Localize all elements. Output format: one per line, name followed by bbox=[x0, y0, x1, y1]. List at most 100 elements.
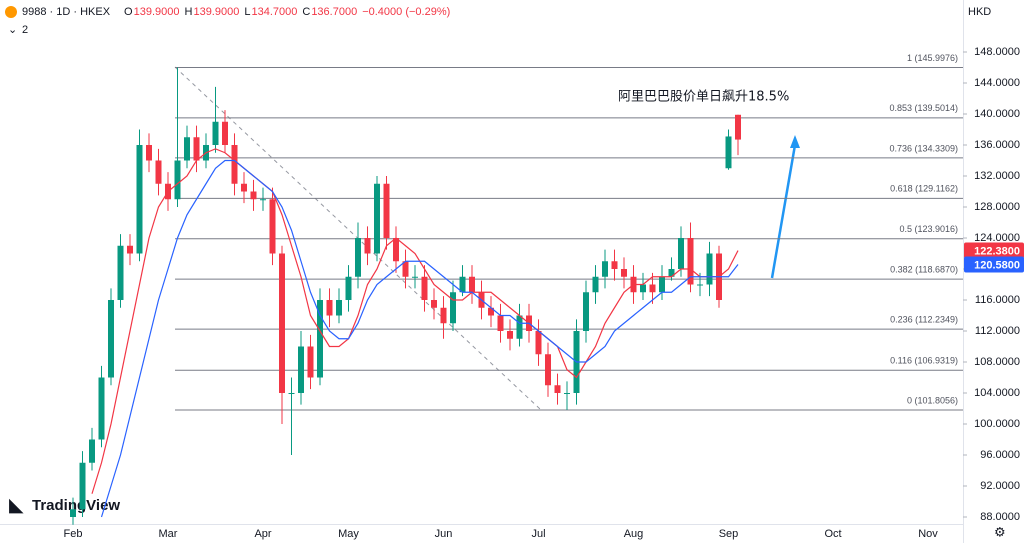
y-tick-label: 96.0000 bbox=[980, 449, 1020, 461]
candle-body bbox=[621, 269, 627, 277]
candle-body bbox=[497, 315, 504, 331]
y-tick-label: 136.0000 bbox=[974, 139, 1020, 151]
change: −0.4000 (−0.29%) bbox=[362, 6, 450, 18]
candle-body bbox=[193, 137, 200, 161]
price-tag-label: 122.3800 bbox=[974, 245, 1020, 257]
candle-body bbox=[298, 346, 304, 393]
candle-body bbox=[554, 385, 561, 393]
ohlc-value: 134.7000 bbox=[251, 6, 297, 18]
candle-body bbox=[79, 462, 86, 510]
candle-body bbox=[383, 183, 390, 238]
candle-body bbox=[440, 307, 447, 324]
candle-body bbox=[545, 354, 551, 386]
candle-body bbox=[326, 300, 333, 316]
candle-body bbox=[421, 276, 428, 300]
ma-line bbox=[100, 159, 739, 518]
candle-body bbox=[136, 145, 143, 254]
price-tag bbox=[964, 256, 1024, 273]
candle-body bbox=[687, 238, 694, 285]
y-tick-label: 140.0000 bbox=[974, 108, 1020, 120]
fib-label: 0.736 (134.3309) bbox=[889, 143, 958, 153]
indicator-count[interactable]: 2 bbox=[22, 24, 28, 36]
candle-body bbox=[659, 276, 665, 293]
y-tick-label: 112.0000 bbox=[975, 325, 1020, 337]
fib-label: 0 (101.8056) bbox=[907, 395, 958, 405]
fib-label: 0.382 (118.6870) bbox=[890, 265, 958, 275]
candle-body bbox=[678, 238, 684, 269]
candle-body bbox=[307, 346, 314, 378]
currency[interactable]: HKD bbox=[968, 6, 991, 18]
arrow-head bbox=[790, 135, 800, 148]
candle-body bbox=[611, 261, 618, 269]
y-tick-label: 92.0000 bbox=[980, 480, 1020, 492]
candle-body bbox=[450, 292, 456, 324]
x-tick-label: Apr bbox=[254, 528, 271, 540]
candle-body bbox=[469, 276, 475, 293]
candle-body bbox=[70, 509, 76, 517]
candle-body bbox=[345, 276, 352, 300]
ohlc-key: C bbox=[302, 6, 310, 18]
candle-body bbox=[564, 393, 570, 394]
arrow bbox=[770, 144, 797, 279]
ohlc-key: H bbox=[185, 6, 193, 18]
candle-body bbox=[250, 191, 257, 200]
y-tick-label: 100.0000 bbox=[974, 418, 1020, 430]
fib-label: 0.236 (112.2349) bbox=[890, 315, 958, 325]
candle-body bbox=[374, 183, 380, 254]
fib-label: 0.116 (106.9319) bbox=[890, 356, 958, 366]
candle-body bbox=[516, 315, 523, 339]
ohlc-key: L bbox=[244, 6, 250, 18]
candle-body bbox=[222, 121, 228, 145]
x-tick-label: Sep bbox=[719, 528, 739, 540]
candle-body bbox=[127, 245, 133, 254]
candle-body bbox=[241, 183, 247, 192]
candle-body bbox=[649, 284, 656, 293]
candle-body bbox=[231, 145, 238, 184]
fib-label: 0.853 (139.5014) bbox=[889, 103, 958, 113]
candle-body bbox=[592, 276, 599, 293]
y-tick-label: 116.0000 bbox=[975, 294, 1020, 306]
candle-body bbox=[364, 238, 371, 254]
symbol[interactable]: 9988 · 1D · HKEX bbox=[22, 6, 111, 18]
x-tick-label: Jul bbox=[531, 528, 545, 540]
brand-logo: ◣ bbox=[9, 495, 24, 516]
candle-body bbox=[269, 199, 276, 254]
candle-body bbox=[146, 145, 152, 161]
price-tag-label: 120.5800 bbox=[974, 259, 1020, 271]
x-tick-label: May bbox=[338, 528, 359, 540]
settings-icon[interactable]: ⚙ bbox=[994, 524, 1006, 539]
candle-body bbox=[668, 269, 675, 277]
y-tick-label: 104.0000 bbox=[974, 387, 1020, 399]
ma-line bbox=[91, 148, 739, 494]
symbol-icon[interactable] bbox=[5, 6, 17, 18]
fib-label: 0.5 (123.9016) bbox=[899, 224, 958, 234]
candle-body bbox=[640, 284, 646, 293]
candle-body bbox=[535, 331, 542, 355]
y-tick-label: 88.0000 bbox=[980, 511, 1020, 523]
candle-body bbox=[431, 300, 437, 308]
candle-body bbox=[725, 136, 732, 169]
candle-body bbox=[602, 261, 608, 277]
candle-body bbox=[336, 300, 342, 316]
collapse-icon[interactable]: ⌄ bbox=[8, 24, 17, 36]
candle-body bbox=[735, 114, 741, 140]
candle-body bbox=[260, 199, 266, 201]
y-tick-label: 108.0000 bbox=[974, 356, 1020, 368]
candle-body bbox=[583, 292, 589, 331]
candle-body bbox=[355, 238, 361, 277]
candle-body bbox=[212, 121, 219, 145]
candle-body bbox=[393, 238, 399, 262]
y-tick-label: 132.0000 bbox=[974, 170, 1020, 182]
candle-body bbox=[412, 276, 418, 278]
y-tick-label: 128.0000 bbox=[974, 201, 1020, 213]
x-tick-label: Aug bbox=[624, 528, 644, 540]
candle-body bbox=[317, 300, 323, 378]
annotation: 阿里巴巴股价单日飙升18.5% bbox=[618, 89, 789, 105]
candle-body bbox=[184, 137, 190, 161]
x-tick-label: Mar bbox=[159, 528, 178, 540]
brand: TradingView bbox=[32, 497, 120, 514]
x-tick-label: Nov bbox=[918, 528, 938, 540]
candle-body bbox=[402, 261, 409, 277]
